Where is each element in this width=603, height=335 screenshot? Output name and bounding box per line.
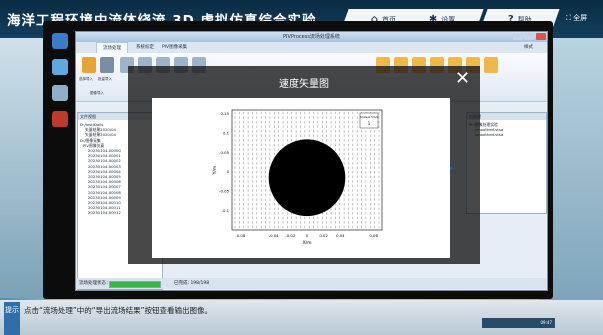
y-tick-label: 0.15 bbox=[221, 111, 230, 116]
tree-item[interactable]: 20230104-00010 bbox=[88, 200, 121, 206]
recycle-bin-icon[interactable] bbox=[52, 85, 68, 101]
taskbar-clock: 09:47 bbox=[482, 318, 555, 328]
tree-item[interactable]: D:/test/Dalls bbox=[80, 122, 104, 127]
file-view-title: 文件视图 bbox=[78, 113, 162, 120]
minimize-button[interactable] bbox=[513, 33, 523, 40]
tree-item[interactable]: D:/图像采集 bbox=[80, 137, 101, 143]
tree-item[interactable]: PIV图像处理实验 bbox=[469, 122, 498, 127]
status-bar: 流场处理状态： 已完成: 198/198 bbox=[76, 278, 547, 289]
vector-plot-svg: -0.08 -0.04 -0.02 0 0.02 0.04 0.08 0.15 0.1 0.05 0… bbox=[212, 109, 383, 246]
status-completed: 已完成: 198/198 bbox=[174, 281, 210, 286]
style-menu[interactable]: 样式 bbox=[524, 45, 533, 50]
fullscreen-label: 全屏 bbox=[573, 14, 588, 22]
x-tick-label: 0.02 bbox=[319, 233, 328, 238]
close-button[interactable] bbox=[536, 33, 546, 40]
legend-value: 1 bbox=[368, 121, 371, 126]
tree-item[interactable]: 20230104-00000 bbox=[88, 148, 121, 154]
y-tick-label: -0.05 bbox=[219, 189, 229, 194]
x-tick-label: 0.04 bbox=[336, 233, 345, 238]
legend-label: Scale:0.5m/s bbox=[360, 115, 379, 119]
tab-flow-processing[interactable]: 流场处理 bbox=[96, 42, 128, 53]
tree-item[interactable]: 20230104-00004 bbox=[88, 168, 121, 174]
tree-item[interactable]: 20230104-00001 bbox=[88, 153, 121, 159]
fullscreen-icon: ⛶ bbox=[566, 14, 574, 22]
batch-import-icon[interactable] bbox=[100, 57, 114, 73]
viewer-title: 速度矢量图 bbox=[279, 79, 329, 90]
tree-item[interactable]: 20230104-00003 bbox=[88, 163, 121, 169]
legend-box bbox=[359, 112, 379, 129]
tree-item[interactable]: 20230104-00006 bbox=[88, 179, 121, 185]
x-tick-label: -0.04 bbox=[269, 233, 279, 238]
y-tick-label: 0 bbox=[227, 169, 230, 174]
select-import-icon[interactable] bbox=[82, 57, 96, 73]
file-tree: D:/test/Dalls 矢量结果2020/04 矢量结果2020/04 D:… bbox=[78, 120, 162, 218]
cylinder-marker bbox=[268, 139, 346, 217]
desktop-icons bbox=[50, 33, 68, 137]
bottom-bar bbox=[0, 300, 603, 335]
progress-bar bbox=[109, 281, 161, 288]
vector-plot: -0.08 -0.04 -0.02 0 0.02 0.04 0.08 0.15 0.1 0.05 0… bbox=[152, 98, 450, 258]
progress-fill bbox=[110, 282, 160, 287]
hint-text: 点击“流场处理”中的“导出流场结果”按钮查看输出图像。 bbox=[24, 306, 213, 315]
x-tick-label: -0.02 bbox=[285, 233, 295, 238]
tab-calibration[interactable]: 系统标定 bbox=[136, 45, 154, 50]
tab-image-capture[interactable]: PIV图像采集 bbox=[162, 45, 188, 50]
window-title: PIVProcess流场处理系统 bbox=[283, 34, 340, 40]
y-tick-label: -0.1 bbox=[222, 208, 230, 213]
tree-item[interactable]: smoothed.vtsa bbox=[475, 127, 504, 133]
piv-app-icon[interactable] bbox=[52, 111, 68, 127]
y-tick-label: 0.1 bbox=[223, 131, 230, 136]
y-tick-label: 0.05 bbox=[221, 150, 230, 155]
tree-item[interactable]: 矢量结果2020/04 bbox=[85, 127, 116, 133]
fullscreen-button[interactable]: ⛶ 全屏 bbox=[566, 13, 587, 23]
tree-item[interactable]: 20230104-00012 bbox=[88, 210, 121, 216]
y-axis-label: Y/m bbox=[212, 166, 218, 176]
computer-icon[interactable] bbox=[52, 33, 68, 49]
ribbon-group-label: 图像导入 bbox=[90, 91, 104, 95]
tree-item[interactable]: 20230104-00005 bbox=[88, 174, 121, 180]
export-tool-icon[interactable] bbox=[484, 57, 498, 73]
x-axis-label: X/m bbox=[303, 240, 312, 246]
select-import-label: 选择导入 bbox=[79, 77, 93, 81]
tree-item[interactable]: 20230104-00008 bbox=[88, 189, 121, 195]
maximize-button[interactable] bbox=[524, 33, 534, 40]
window-titlebar: PIVProcess流场处理系统 bbox=[76, 32, 547, 42]
close-icon[interactable]: ✕ bbox=[455, 68, 471, 89]
result-tree: PIV图像处理实验 smoothed.vtsa smoothed.vtsa bbox=[467, 120, 546, 140]
tree-item[interactable]: 20230104-00011 bbox=[88, 205, 121, 211]
tree-item[interactable]: 矢量结果2020/04 bbox=[85, 132, 116, 138]
status-label: 流场处理状态： bbox=[79, 281, 111, 286]
tree-item[interactable]: PIV图像仿真 bbox=[83, 142, 105, 148]
hint-badge: 提示 bbox=[4, 302, 20, 335]
x-tick-label: -0.08 bbox=[235, 233, 245, 238]
tree-item[interactable]: 20230104-00009 bbox=[88, 194, 121, 200]
batch-import-label: 批量导入 bbox=[98, 77, 112, 81]
ribbon-tabs: 流场处理 系统标定 PIV图像采集 样式 bbox=[76, 42, 547, 53]
x-tick-label: 0.08 bbox=[369, 233, 378, 238]
tree-item[interactable]: 20230104-00007 bbox=[88, 184, 121, 190]
network-icon[interactable] bbox=[52, 59, 68, 75]
x-tick-label: 0 bbox=[306, 233, 309, 238]
tree-item[interactable]: smoothed.vtsa bbox=[475, 132, 504, 138]
lab-wall-left bbox=[0, 38, 44, 298]
tree-item[interactable]: 20230104-00002 bbox=[88, 158, 121, 164]
